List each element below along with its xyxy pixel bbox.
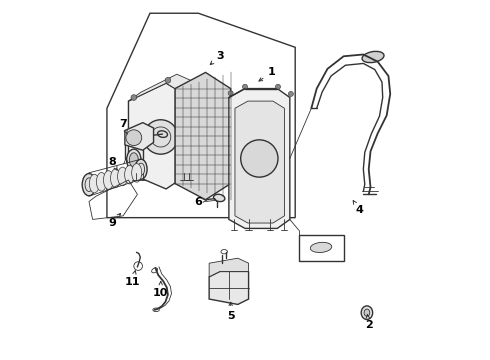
Circle shape [241, 140, 278, 177]
Polygon shape [175, 72, 231, 200]
Ellipse shape [364, 309, 370, 316]
Ellipse shape [111, 169, 121, 188]
Ellipse shape [124, 165, 135, 184]
Ellipse shape [82, 174, 96, 196]
Ellipse shape [362, 51, 384, 63]
Ellipse shape [158, 131, 168, 138]
Ellipse shape [310, 242, 332, 252]
Circle shape [228, 91, 233, 96]
Polygon shape [125, 123, 153, 150]
Polygon shape [235, 101, 285, 223]
Text: 8: 8 [108, 157, 116, 167]
Circle shape [131, 95, 137, 100]
Ellipse shape [132, 163, 142, 182]
Text: 11: 11 [124, 277, 140, 287]
Ellipse shape [135, 159, 147, 179]
Circle shape [275, 84, 280, 89]
Ellipse shape [129, 153, 138, 167]
Polygon shape [209, 271, 248, 305]
Circle shape [243, 84, 247, 89]
Circle shape [188, 91, 194, 97]
Text: 4: 4 [356, 206, 364, 216]
Polygon shape [209, 258, 248, 277]
Polygon shape [128, 74, 193, 101]
Ellipse shape [361, 306, 373, 319]
Text: 10: 10 [153, 288, 169, 298]
Text: 5: 5 [227, 311, 235, 321]
Circle shape [165, 77, 171, 83]
Circle shape [144, 120, 178, 154]
Ellipse shape [118, 167, 127, 186]
Text: 3: 3 [216, 51, 224, 61]
Text: 9: 9 [108, 218, 116, 228]
Polygon shape [128, 83, 193, 189]
Polygon shape [229, 89, 290, 228]
Ellipse shape [97, 172, 106, 191]
Text: 7: 7 [119, 120, 127, 129]
Ellipse shape [126, 149, 141, 171]
Text: 2: 2 [365, 320, 372, 330]
Text: 6: 6 [195, 197, 202, 207]
Ellipse shape [214, 194, 225, 202]
Circle shape [126, 130, 142, 145]
Ellipse shape [103, 171, 114, 189]
Ellipse shape [89, 174, 99, 193]
Text: 1: 1 [268, 67, 276, 77]
Circle shape [289, 91, 294, 96]
